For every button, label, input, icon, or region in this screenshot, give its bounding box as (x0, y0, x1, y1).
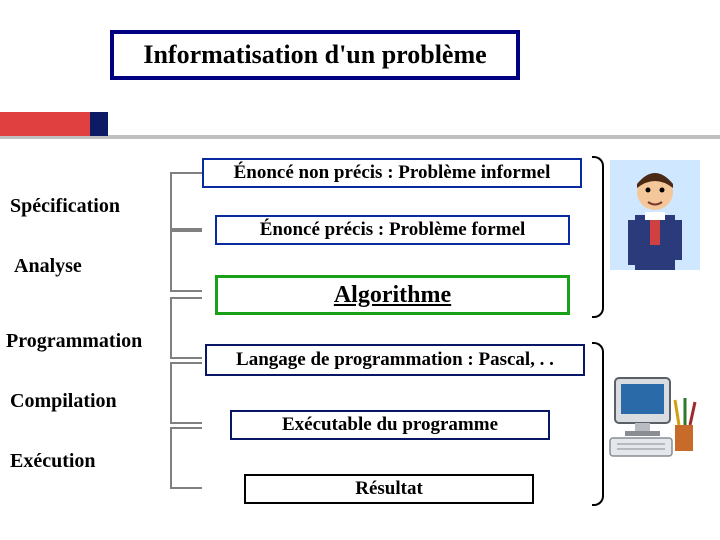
decor-blue-block (90, 112, 108, 136)
box-text: Exécutable du programme (282, 414, 498, 436)
title-text: Informatisation d'un problème (143, 40, 486, 69)
box-enonce-non-precis: Énoncé non précis : Problème informel (202, 158, 582, 188)
connector-compil (170, 362, 202, 424)
label-programmation: Programmation (6, 330, 142, 353)
box-langage: Langage de programmation : Pascal, . . (205, 344, 585, 376)
brace-human-steps (592, 156, 604, 318)
label-compilation: Compilation (10, 390, 117, 413)
brace-computer-steps (592, 342, 604, 506)
box-executable: Exécutable du programme (230, 410, 550, 440)
label-specification: Spécification (10, 195, 120, 218)
page-title: Informatisation d'un problème (110, 30, 520, 80)
box-enonce-precis: Énoncé précis : Problème formel (215, 215, 570, 245)
box-algorithme: Algorithme (215, 275, 570, 315)
label-execution: Exécution (10, 450, 96, 473)
box-text: Langage de programmation : Pascal, . . (236, 349, 554, 371)
person-clipart-icon (610, 160, 700, 270)
connector-analyse (170, 230, 202, 292)
decor-red-block (0, 112, 90, 136)
decor-separator-line (0, 135, 720, 139)
connector-exec (170, 427, 202, 489)
box-text: Algorithme (334, 282, 451, 309)
connector-spec (170, 172, 202, 230)
label-analyse: Analyse (14, 255, 82, 278)
box-text: Résultat (355, 478, 423, 500)
box-resultat: Résultat (244, 474, 534, 504)
box-text: Énoncé non précis : Problème informel (234, 162, 551, 184)
computer-clipart-icon (605, 370, 700, 465)
connector-prog (170, 297, 202, 359)
box-text: Énoncé précis : Problème formel (260, 219, 526, 241)
